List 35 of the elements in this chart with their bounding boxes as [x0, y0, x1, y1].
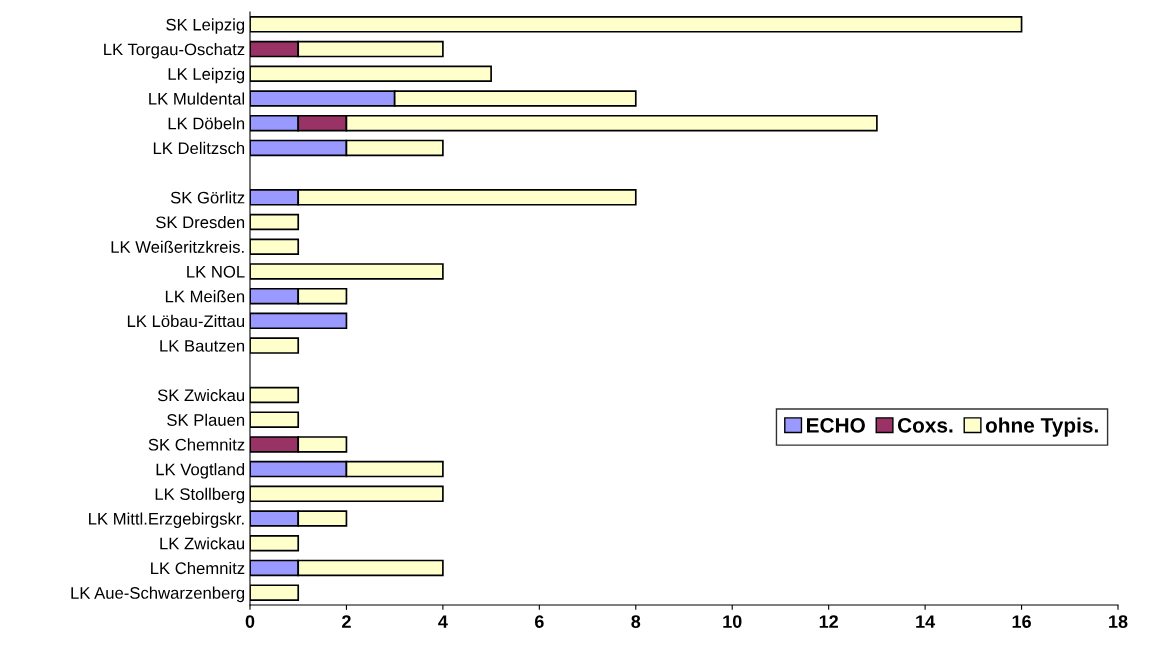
x-tick-label: 16: [1012, 615, 1031, 628]
y-tick-label: SK Dresden: [156, 215, 245, 229]
x-tick-label: 0: [245, 615, 255, 628]
y-tick-label: LK Muldental: [149, 92, 245, 105]
x-tick-label: 4: [438, 615, 448, 628]
y-tick-label: LK Stollberg: [155, 487, 245, 504]
x-tick-label: 14: [916, 615, 936, 628]
y-tick-label: SK Zwickau: [157, 388, 245, 402]
y-tick-label: LK Weißeritzkreis.: [111, 240, 244, 253]
y-tick-label: LK Aue-Schwarzenberg: [71, 586, 245, 603]
y-tick-label: SK Plauen: [167, 413, 245, 426]
y-tick-label: LK Bautzen: [160, 340, 245, 352]
y-tick-label: LK Döbeln: [168, 117, 245, 130]
x-tick-label: 12: [819, 615, 838, 628]
y-tick-label: LK Torgau-Oschatz: [104, 43, 245, 59]
x-tick-label: 2: [342, 615, 351, 628]
legend-label: ohne Typis.: [985, 417, 1098, 437]
y-tick-label: SK Leipzig: [166, 18, 245, 34]
y-tick-label: LK Vogtland: [156, 463, 245, 479]
y-tick-label: LK Chemnitz: [151, 561, 245, 575]
y-tick-label: SK Görlitz: [170, 191, 245, 204]
y-tick-label: LK NOL: [187, 265, 245, 278]
legend-label: Coxs.: [897, 417, 953, 433]
x-tick-label: 18: [1109, 615, 1128, 628]
x-tick-label: 8: [631, 615, 641, 628]
y-tick-label: LK Meißen: [165, 290, 245, 303]
y-tick-label: SK Chemnitz: [148, 438, 245, 451]
legend-label: ECHO: [807, 417, 865, 433]
y-tick-label: LK Löbau-Zittau: [127, 314, 245, 328]
y-tick-label: LK Leipzig: [168, 67, 245, 84]
x-tick-label: 6: [534, 615, 544, 628]
x-tick-label: 10: [723, 615, 742, 628]
y-tick-label: LK Zwickau: [160, 537, 245, 550]
y-tick-label: LK Mittl.Erzgebirgskr.: [89, 512, 244, 529]
y-tick-label: LK Delitzsch: [153, 141, 245, 155]
